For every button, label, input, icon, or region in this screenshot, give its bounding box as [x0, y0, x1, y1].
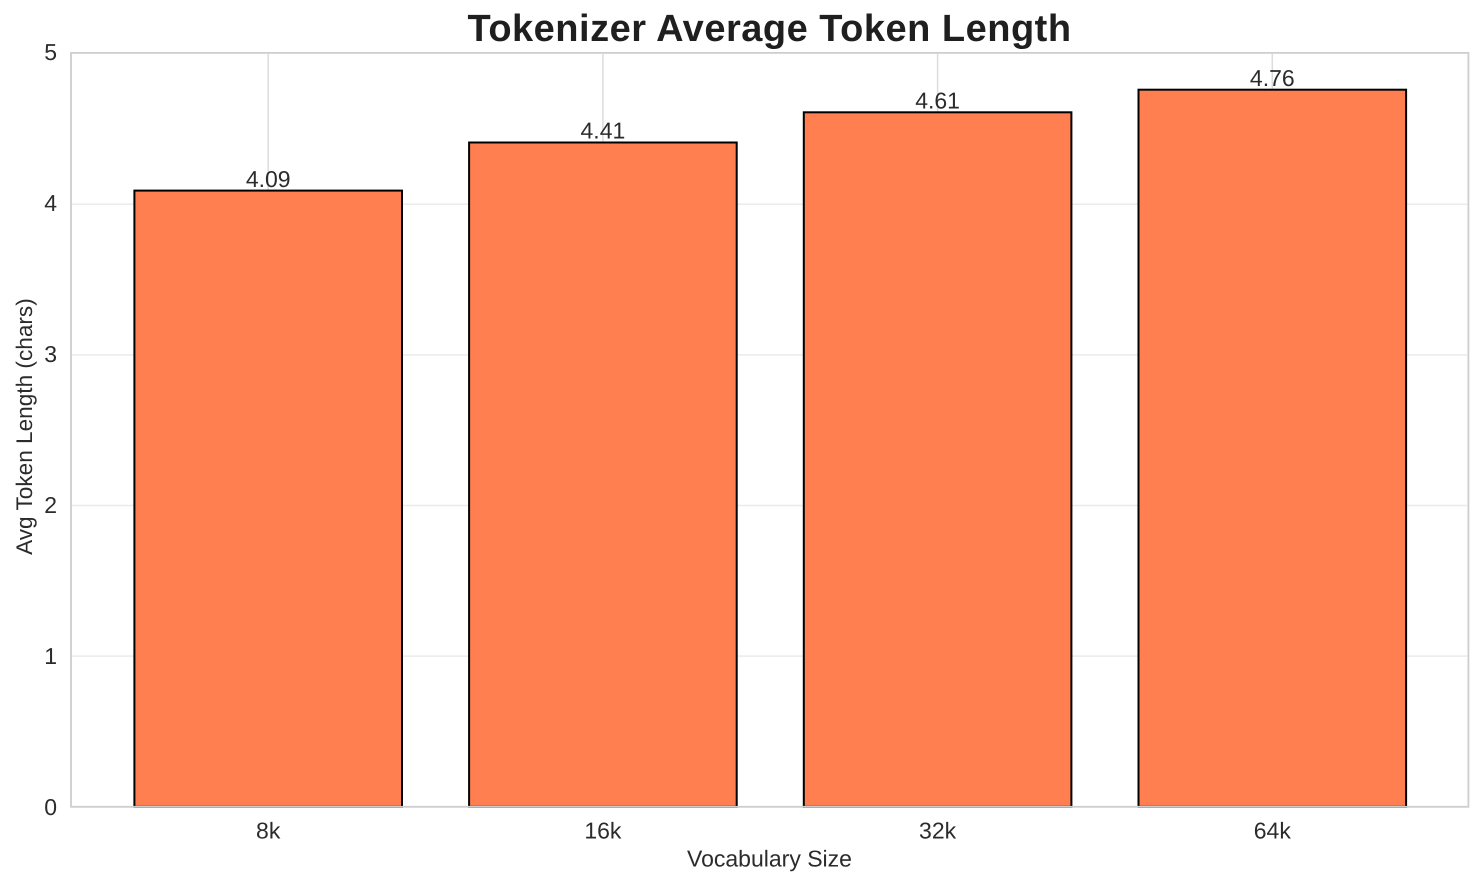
svg-text:Tokenizer Average Token Length: Tokenizer Average Token Length [467, 8, 1071, 50]
svg-text:Vocabulary Size: Vocabulary Size [687, 845, 852, 871]
svg-text:64k: 64k [1254, 817, 1292, 843]
svg-text:1: 1 [44, 643, 57, 669]
svg-text:8k: 8k [256, 817, 281, 843]
svg-text:4.61: 4.61 [915, 88, 960, 114]
svg-text:4.76: 4.76 [1250, 65, 1295, 91]
svg-text:4: 4 [44, 190, 57, 216]
svg-text:16k: 16k [584, 817, 622, 843]
svg-text:Avg Token Length (chars): Avg Token Length (chars) [12, 298, 37, 555]
svg-text:4.09: 4.09 [246, 166, 291, 192]
svg-text:32k: 32k [919, 817, 957, 843]
svg-text:3: 3 [44, 341, 57, 367]
svg-text:2: 2 [44, 492, 57, 518]
svg-text:0: 0 [44, 794, 57, 820]
svg-text:4.41: 4.41 [581, 118, 626, 144]
svg-text:5: 5 [44, 39, 57, 65]
